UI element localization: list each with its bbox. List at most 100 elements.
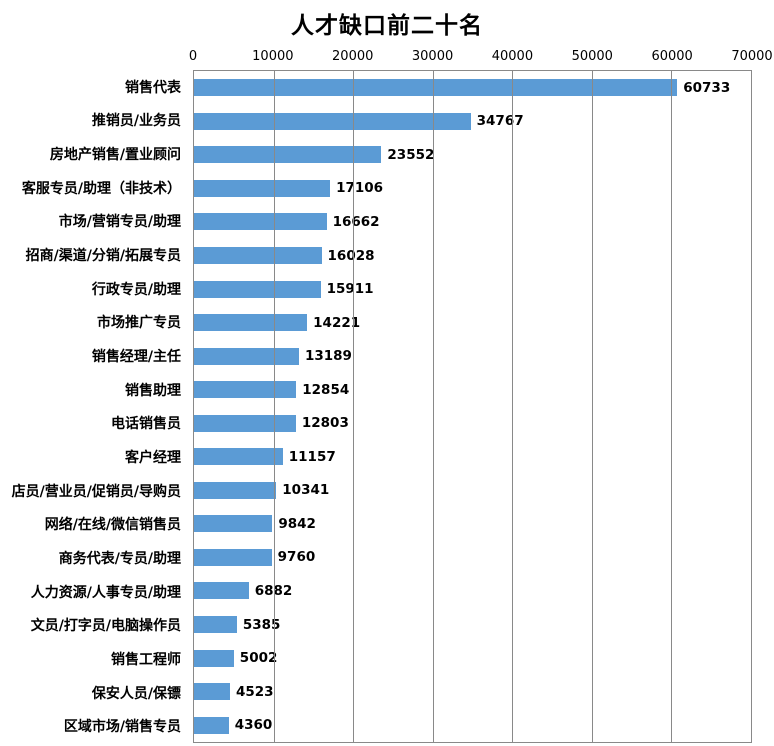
value-label: 4523 [235, 683, 274, 700]
gridline [273, 71, 275, 742]
bar [194, 213, 327, 231]
bar [194, 314, 308, 332]
bar-row: 10341 [194, 474, 751, 508]
value-label: 14221 [313, 314, 361, 331]
axis-tick-label: 20000 [332, 49, 374, 64]
bar-row: 6882 [194, 574, 751, 608]
gridline [432, 71, 434, 742]
bar [194, 381, 297, 399]
category-label: 销售工程师 [111, 651, 181, 668]
value-label: 5002 [239, 650, 278, 667]
bar [194, 448, 283, 466]
bar-row: 15911 [194, 272, 751, 306]
value-label: 10341 [282, 482, 330, 499]
axis-tick-label: 0 [188, 49, 198, 64]
bar [194, 649, 234, 667]
axis-tick-label: 60000 [651, 49, 693, 64]
value-label: 16662 [332, 213, 380, 230]
category-label: 客服专员/助理（非技术） [21, 180, 181, 197]
category-label: 商务代表/专员/助理 [58, 551, 181, 568]
value-label: 23552 [387, 146, 435, 163]
category-label: 推销员/业务员 [91, 113, 181, 130]
bar-row: 34767 [194, 105, 751, 139]
bar-row: 14221 [194, 306, 751, 340]
bar [194, 414, 296, 432]
bar [194, 280, 321, 298]
category-label: 区域市场/销售专员 [63, 719, 181, 736]
value-label: 16028 [327, 247, 375, 264]
category-label: 店员/营业员/促销员/导购员 [11, 483, 181, 500]
bar [194, 146, 382, 164]
bar-row: 5002 [194, 641, 751, 675]
gridline [353, 71, 355, 742]
bar [194, 683, 230, 701]
value-label: 12803 [301, 415, 349, 432]
bar [194, 582, 249, 600]
category-label: 文员/打字员/电脑操作员 [30, 618, 181, 635]
bar [194, 347, 299, 365]
axis-tick-label: 50000 [571, 49, 613, 64]
chart-title: 人才缺口前二十名 [291, 12, 483, 39]
bar-row: 11157 [194, 440, 751, 474]
bar-row: 23552 [194, 138, 751, 172]
bar-row: 4523 [194, 675, 751, 709]
category-label: 市场/营销专员/助理 [58, 214, 181, 231]
bar-row: 9760 [194, 541, 751, 575]
value-label: 4360 [234, 717, 273, 734]
bar-row: 9842 [194, 507, 751, 541]
category-label: 保安人员/保镖 [91, 685, 181, 702]
bar-row: 17106 [194, 172, 751, 206]
bar [194, 247, 322, 264]
bar-row: 16028 [194, 239, 751, 273]
category-label: 行政专员/助理 [91, 281, 181, 298]
category-label: 销售助理 [125, 382, 181, 399]
gridline [671, 71, 673, 742]
plot-area: 60733 34767 23552 17106 16662 16028 15911 14221… [193, 70, 752, 743]
bar [194, 79, 678, 97]
gridline [591, 71, 593, 742]
category-label: 人力资源/人事专员/助理 [30, 584, 181, 601]
category-label: 网络/在线/微信销售员 [44, 517, 181, 534]
bar-row: 4360 [194, 708, 751, 742]
bar [194, 481, 277, 499]
bar-row: 13189 [194, 339, 751, 373]
x-axis: 0 10000 20000 30000 40000 50000 60000 70000 [189, 46, 773, 64]
bar [194, 716, 229, 734]
value-label: 17106 [336, 180, 384, 197]
value-label: 12854 [302, 381, 350, 398]
value-label: 13189 [304, 348, 352, 365]
category-label: 招商/渠道/分销/拓展专员 [25, 248, 181, 265]
value-label: 15911 [326, 281, 374, 298]
bar-row: 12854 [194, 373, 751, 407]
category-label: 销售代表 [125, 79, 181, 96]
gridline [512, 71, 514, 742]
bar [194, 616, 237, 634]
value-label: 5385 [242, 616, 281, 633]
bar-row: 5385 [194, 608, 751, 642]
value-label: 6882 [255, 583, 293, 599]
value-label: 11157 [288, 448, 336, 465]
category-label: 客户经理 [125, 450, 181, 467]
category-label: 房地产销售/置业顾问 [49, 147, 181, 164]
category-label: 销售经理/主任 [91, 349, 181, 366]
axis-tick-label: 30000 [411, 49, 454, 64]
value-label: 9842 [278, 515, 316, 532]
axis-tick-label: 40000 [491, 49, 534, 64]
bar-row: 12803 [194, 406, 751, 440]
bar [194, 179, 331, 197]
bar [194, 548, 272, 566]
value-label: 34767 [476, 113, 524, 130]
category-label: 电话销售员 [111, 416, 181, 433]
axis-tick-label: 70000 [731, 49, 773, 64]
axis-tick-label: 10000 [252, 49, 294, 64]
value-label: 9760 [277, 549, 316, 566]
bar [194, 515, 273, 533]
category-label: 市场推广专员 [97, 315, 181, 332]
bar-rows: 60733 34767 23552 17106 16662 16028 15911 14221… [194, 71, 751, 742]
bar [194, 112, 471, 130]
bar-row: 16662 [194, 205, 751, 239]
value-label: 60733 [683, 79, 731, 96]
y-axis-category-labels: 销售代表推销员/业务员房地产销售/置业顾问客服专员/助理（非技术） 市场/营销专员… [0, 70, 187, 743]
bar-row: 60733 [194, 71, 751, 105]
